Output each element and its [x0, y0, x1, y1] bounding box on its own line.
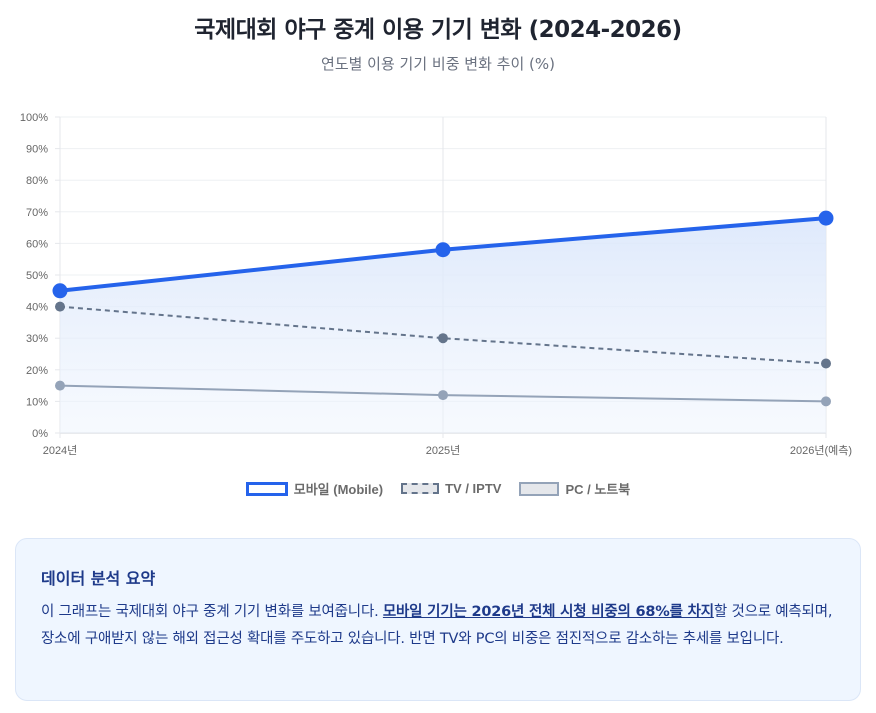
legend-label-pc: PC / 노트북 [565, 482, 631, 497]
legend-label-tv: TV / IPTV [445, 481, 502, 496]
data-point[interactable] [821, 396, 831, 407]
x-tick-label: 2024년 [43, 444, 78, 457]
y-tick-label: 80% [26, 175, 48, 187]
y-tick-label: 70% [26, 207, 48, 219]
y-tick-label: 50% [26, 270, 48, 282]
chart-title: 국제대회 야구 중계 이용 기기 변화 (2024-2026) [194, 17, 682, 43]
chart-legend: 모바일 (Mobile) TV / IPTV PC / 노트북 [0, 479, 876, 498]
legend-item-tv[interactable]: TV / IPTV [401, 479, 501, 498]
summary-highlight: 모바일 기기는 2026년 전체 시청 비중의 68%를 차지 [382, 604, 714, 620]
x-tick-label: 2025년 [426, 444, 461, 457]
summary-text-intro: 이 그래프는 국제대회 야구 중계 기기 변화를 보여줍니다. [41, 604, 383, 620]
chart-subtitle: 연도별 이용 기기 비중 변화 추이 (%) [321, 55, 555, 73]
data-series [52, 210, 834, 433]
data-point[interactable] [821, 358, 831, 369]
x-tick-label: 2026년(예측) [790, 444, 852, 457]
line-chart: 0%10%20%30%40%50%60%70%80%90%100% 2024년 2… [20, 112, 852, 457]
summary-text-rest: 할 것으로 예측되며, 장소에 구애받지 않는 해외 접근성 확대를 주도하고 … [41, 604, 833, 647]
y-tick-label: 100% [20, 112, 48, 124]
legend-item-pc[interactable]: PC / 노트북 [519, 479, 630, 498]
legend-label-mobile: 모바일 (Mobile) [293, 482, 384, 497]
legend-item-mobile[interactable]: 모바일 (Mobile) [245, 479, 384, 498]
y-tick-label: 60% [26, 238, 48, 250]
x-axis: 2024년 2025년 2026년(예측) [43, 444, 852, 457]
y-tick-label: 30% [26, 333, 48, 345]
data-point[interactable] [55, 380, 65, 391]
legend-swatch-pc [519, 481, 560, 496]
y-tick-label: 20% [26, 365, 48, 377]
y-axis: 0% 10% 20% 30% 40% 50% 60% 70% 80% 90% 100% [20, 112, 48, 440]
data-point[interactable] [435, 242, 451, 258]
summary-heading: 데이터 분석 요약 [41, 569, 156, 588]
y-tick-label: 10% [26, 396, 48, 408]
analysis-summary-card: 데이터 분석 요약 이 그래프는 국제대회 야구 중계 기기 변화를 보여줍니다… [15, 538, 861, 701]
legend-swatch-tv [401, 483, 440, 494]
y-tick-label: 40% [26, 302, 48, 314]
y-tick-label: 0% [32, 428, 48, 440]
data-point[interactable] [55, 301, 65, 312]
y-tick-label: 90% [26, 144, 48, 156]
data-point[interactable] [818, 210, 834, 226]
summary-text: 이 그래프는 국제대회 야구 중계 기기 변화를 보여줍니다. 모바일 기기는 … [41, 599, 835, 653]
legend-swatch-mobile [245, 481, 288, 496]
data-point[interactable] [438, 390, 448, 401]
data-point[interactable] [52, 283, 68, 299]
series-line-1 [59, 305, 827, 365]
data-point[interactable] [438, 333, 448, 344]
